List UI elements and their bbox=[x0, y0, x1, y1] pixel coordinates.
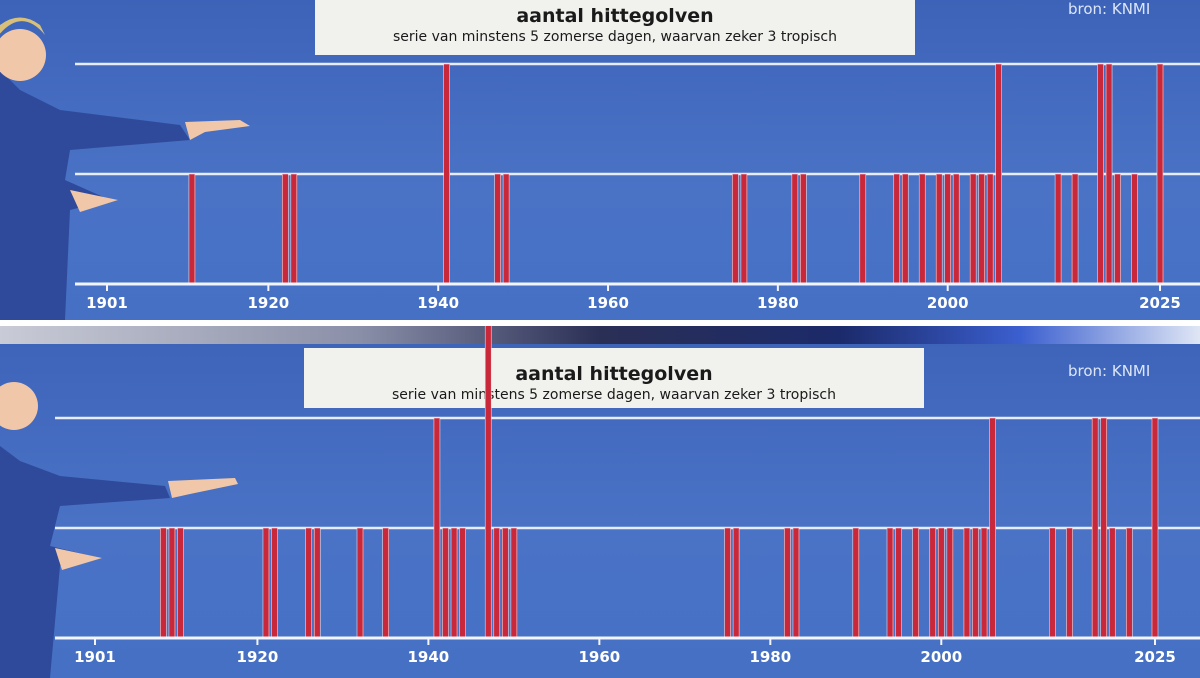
bar-1994 bbox=[893, 173, 901, 285]
bar-chart-bottom: 1901 1920 1940 1960 1980 2000 2025 bbox=[55, 326, 1200, 666]
broadcast-band bbox=[0, 326, 1200, 344]
bar-2006 bbox=[989, 417, 996, 639]
bar-1950 bbox=[510, 527, 518, 639]
bar-1910 bbox=[168, 527, 176, 639]
x-tick-label: 1920 bbox=[247, 294, 289, 312]
bar-2019 bbox=[1105, 63, 1113, 285]
x-tick-label: 1940 bbox=[417, 294, 459, 312]
bar-1948 bbox=[493, 527, 501, 639]
source-label: bron: KNMI bbox=[1068, 362, 1151, 380]
bar-1975 bbox=[732, 173, 739, 285]
x-tick-label: 1960 bbox=[587, 294, 629, 312]
x-tick-label: 2000 bbox=[920, 648, 962, 666]
bar-1990 bbox=[852, 527, 860, 639]
bar-1922 bbox=[282, 173, 289, 285]
chart-title-box: aantal hittegolven serie van minstens 5 … bbox=[304, 348, 924, 408]
bar-2000 bbox=[937, 527, 945, 639]
x-tick-label: 1901 bbox=[86, 294, 128, 312]
bar-1911 bbox=[188, 173, 196, 285]
bar-1982 bbox=[791, 173, 799, 285]
x-tick-label: 1940 bbox=[408, 648, 450, 666]
bar-chart-top: 1901 1920 1940 1960 1980 2000 2025 bbox=[75, 62, 1200, 312]
bar-1947 bbox=[494, 173, 501, 285]
bar-1976 bbox=[732, 527, 740, 639]
bar-1999 bbox=[929, 527, 937, 639]
bar-2001 bbox=[952, 173, 960, 285]
bar-1935 bbox=[382, 527, 389, 639]
bar-2004 bbox=[978, 173, 985, 285]
bar-1944 bbox=[459, 527, 466, 639]
bar-2006 bbox=[995, 63, 1002, 285]
chart-panel-top: 1901 1920 1940 1960 1980 2000 2025 aantal hitt… bbox=[0, 0, 1200, 320]
bar-2020 bbox=[1114, 173, 1121, 285]
bar-1927 bbox=[313, 527, 321, 639]
bar-2020 bbox=[1108, 527, 1116, 639]
bar-1976 bbox=[740, 173, 748, 285]
bar-1948 bbox=[502, 173, 510, 285]
chart-title: aantal hittegolven bbox=[515, 363, 713, 385]
bar-1995 bbox=[901, 173, 909, 285]
bar-1941 bbox=[443, 63, 450, 285]
x-tick-label: 1980 bbox=[749, 648, 791, 666]
bar-2013 bbox=[1054, 173, 1062, 285]
x-tick-label: 2025 bbox=[1134, 648, 1176, 666]
bar-1990 bbox=[859, 173, 867, 285]
bar-2022 bbox=[1126, 527, 1133, 639]
bar-1947 bbox=[484, 326, 492, 639]
bar-1975 bbox=[724, 527, 731, 639]
bar-2000 bbox=[944, 173, 952, 285]
x-tick-label: 2000 bbox=[927, 294, 969, 312]
source-label: bron: KNMI bbox=[1068, 0, 1151, 18]
bar-2005 bbox=[980, 527, 988, 639]
x-tick-label: 1960 bbox=[578, 648, 620, 666]
bar-1909 bbox=[160, 527, 167, 639]
bar-1923 bbox=[290, 173, 298, 285]
bar-1983 bbox=[792, 527, 800, 639]
bar-1994 bbox=[886, 527, 894, 639]
bar-1997 bbox=[918, 173, 926, 285]
bar-2025 bbox=[1151, 417, 1159, 639]
chart-title-box: aantal hittegolven serie van minstens 5 … bbox=[315, 0, 915, 55]
bar-2003 bbox=[963, 527, 971, 639]
bar-1995 bbox=[895, 527, 902, 639]
bar-1982 bbox=[784, 527, 791, 639]
bar-2001 bbox=[946, 527, 954, 639]
x-tick-label: 1901 bbox=[74, 648, 116, 666]
bar-2019 bbox=[1100, 417, 1108, 639]
bar-1926 bbox=[305, 527, 313, 639]
bar-2005 bbox=[986, 173, 994, 285]
bar-1999 bbox=[935, 173, 943, 285]
bar-2004 bbox=[972, 527, 979, 639]
chart-subtitle: serie van minstens 5 zomerse dagen, waar… bbox=[391, 387, 837, 403]
bar-2015 bbox=[1071, 173, 1079, 285]
chart-title: aantal hittegolven bbox=[516, 5, 714, 27]
bar-1997 bbox=[912, 527, 919, 639]
bar-2003 bbox=[969, 173, 977, 285]
bar-2018 bbox=[1091, 417, 1099, 639]
bar-2013 bbox=[1049, 527, 1056, 639]
bar-1932 bbox=[356, 527, 364, 639]
bar-1943 bbox=[450, 527, 458, 639]
bar-2025 bbox=[1156, 63, 1164, 285]
bar-1983 bbox=[800, 173, 807, 285]
chart-panel-bottom: aantal hittegolven serie van minstens 5 … bbox=[0, 326, 1200, 678]
bar-2018 bbox=[1097, 63, 1104, 285]
x-tick-label: 1920 bbox=[237, 648, 279, 666]
bar-2015 bbox=[1066, 527, 1073, 639]
x-tick-label: 2025 bbox=[1139, 294, 1181, 312]
bar-1911 bbox=[177, 527, 184, 639]
bar-1949 bbox=[502, 527, 509, 639]
chart-subtitle: serie van minstens 5 zomerse dagen, waar… bbox=[392, 29, 838, 45]
bar-1941 bbox=[433, 417, 441, 639]
bar-2022 bbox=[1131, 173, 1138, 285]
bar-1921 bbox=[262, 527, 270, 639]
bar-1942 bbox=[442, 527, 449, 639]
x-tick-label: 1980 bbox=[757, 294, 799, 312]
bar-1922 bbox=[271, 527, 278, 639]
